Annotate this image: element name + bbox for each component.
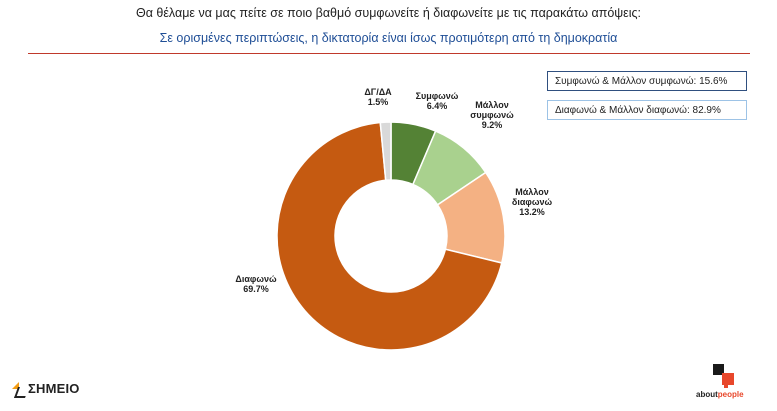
donut-labels: Συμφωνώ 6.4% Μάλλον συμφωνώ 9.2% Μάλλον διαφων… xyxy=(235,87,552,294)
question-statement: Σε ορισμένες περιπτώσεις, η δικτατορία ε… xyxy=(159,31,618,45)
donut-slices xyxy=(276,121,506,351)
label-agree: Συμφωνώ 6.4% xyxy=(416,91,459,111)
label-disagree: Διαφωνώ 69.7% xyxy=(235,274,277,294)
question-title: Θα θέλαμε να μας πείτε σε ποιο βαθμό συμ… xyxy=(135,6,642,20)
slice-disagree xyxy=(276,121,503,351)
aboutpeople-mark-icon xyxy=(710,364,738,388)
label-rather-agree: Μάλλον συμφωνώ 9.2% xyxy=(470,100,514,130)
simeio-logo-text: ΣΗΜΕΙΟ xyxy=(28,381,80,396)
agree-total-box: Συμφωνώ & Μάλλον συμφωνώ: 15.6% xyxy=(547,71,747,91)
disagree-total-box: Διαφωνώ & Μάλλον διαφωνώ: 82.9% xyxy=(547,100,747,120)
simeio-mark-icon xyxy=(12,381,30,398)
title-divider xyxy=(28,53,750,54)
slice-dk-na xyxy=(379,121,392,182)
aboutpeople-logo-text: aboutpeople xyxy=(696,390,744,399)
simeio-logo: ΣΗΜΕΙΟ xyxy=(12,381,80,398)
aboutpeople-logo: aboutpeople xyxy=(696,364,746,399)
label-rather-disagree: Μάλλον διαφωνώ 13.2% xyxy=(512,187,553,217)
label-dk-na: ΔΓ/ΔΑ 1.5% xyxy=(364,87,392,107)
